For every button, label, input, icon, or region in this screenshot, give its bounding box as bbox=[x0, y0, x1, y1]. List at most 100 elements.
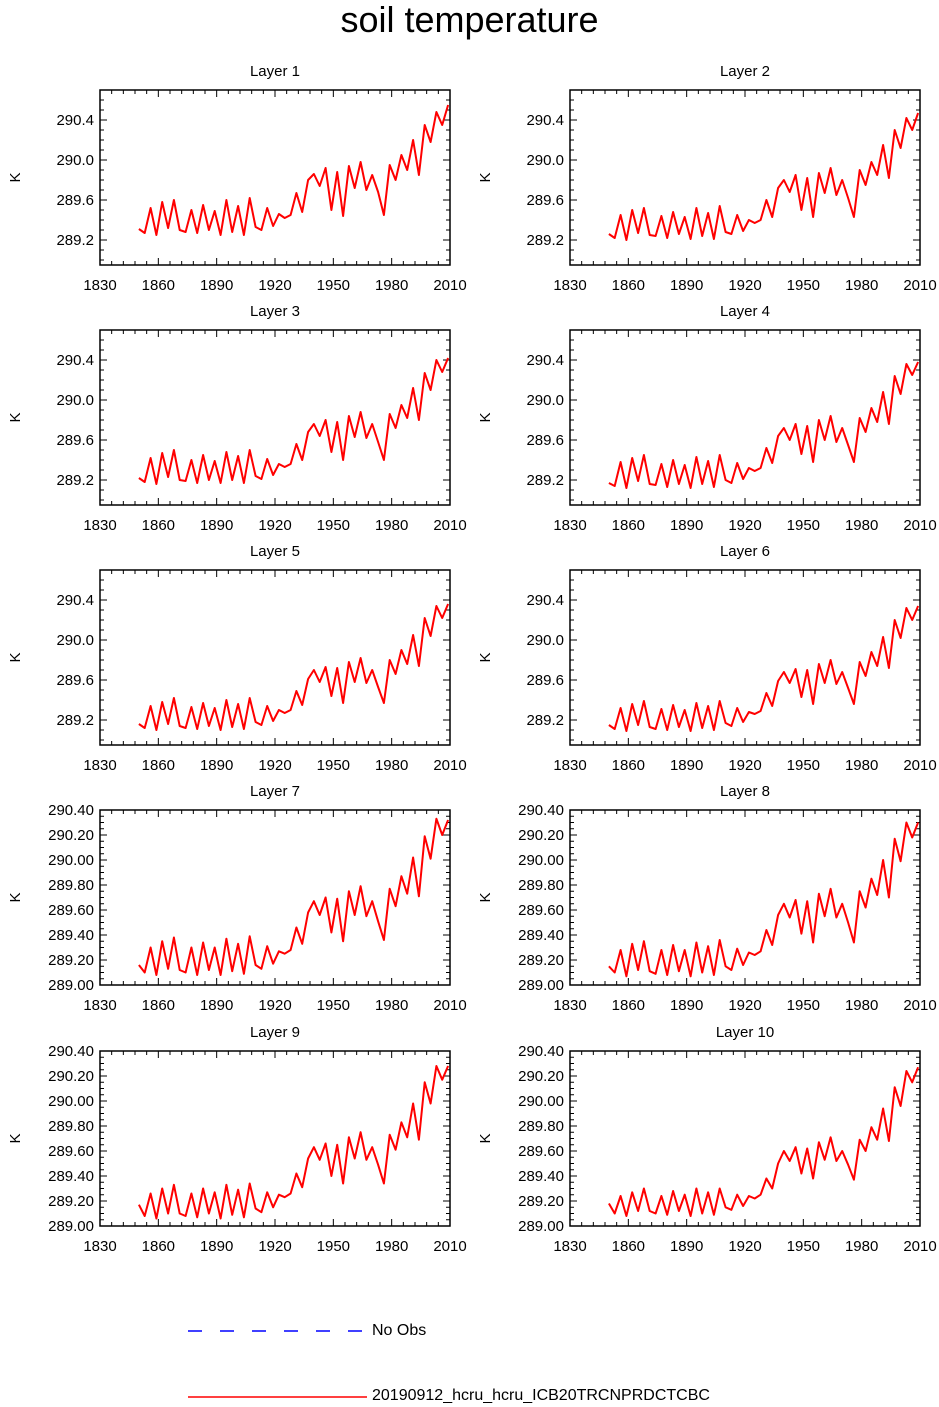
y-axis-label: K bbox=[7, 412, 24, 422]
y-tick-label: 289.00 bbox=[48, 1218, 94, 1235]
series-line bbox=[138, 104, 450, 236]
x-tick-label: 1890 bbox=[670, 1238, 703, 1255]
x-tick-label: 1950 bbox=[317, 757, 350, 774]
x-tick-label: 2010 bbox=[433, 277, 466, 294]
plot-frame bbox=[99, 89, 451, 266]
x-tick-label: 1860 bbox=[612, 757, 645, 774]
x-tick-label: 1980 bbox=[845, 997, 878, 1014]
series-line bbox=[608, 605, 920, 732]
x-tick-label: 1920 bbox=[728, 1238, 761, 1255]
x-tick-label: 1950 bbox=[317, 997, 350, 1014]
y-tick-label: 289.20 bbox=[48, 1193, 94, 1210]
y-tick-label: 290.0 bbox=[526, 392, 564, 409]
x-tick-label: 1860 bbox=[612, 1238, 645, 1255]
y-tick-label: 289.20 bbox=[48, 952, 94, 969]
x-tick-label: 1890 bbox=[670, 997, 703, 1014]
x-tick-label: 1890 bbox=[200, 517, 233, 534]
x-tick-label: 1920 bbox=[728, 757, 761, 774]
y-tick-label: 290.00 bbox=[48, 852, 94, 869]
panel-layer-3: Layer 3 K 1830 1860 1890 1920 1950 1980 2010 289.… bbox=[7, 303, 467, 534]
y-tick-label: 290.0 bbox=[56, 392, 94, 409]
y-tick-label: 289.2 bbox=[526, 712, 564, 729]
y-tick-label: 289.60 bbox=[48, 902, 94, 919]
series-line bbox=[138, 603, 450, 731]
y-tick-label: 289.20 bbox=[518, 952, 564, 969]
x-tick-label: 1950 bbox=[787, 517, 820, 534]
panel-layer-10: Layer 10 K 1830 1860 1890 1920 1950 1980 2010 289… bbox=[477, 1024, 937, 1255]
x-tick-label: 1950 bbox=[317, 277, 350, 294]
series-line bbox=[138, 817, 450, 976]
x-tick-label: 2010 bbox=[433, 1238, 466, 1255]
y-tick-label: 289.2 bbox=[526, 232, 564, 249]
x-tick-label: 1920 bbox=[258, 757, 291, 774]
x-tick-label: 1830 bbox=[83, 757, 116, 774]
x-tick-label: 1920 bbox=[728, 997, 761, 1014]
y-tick-label: 289.2 bbox=[56, 712, 94, 729]
x-tick-label: 1950 bbox=[317, 1238, 350, 1255]
x-tick-label: 1890 bbox=[200, 277, 233, 294]
y-tick-label: 290.0 bbox=[526, 152, 564, 169]
y-axis-label: K bbox=[7, 652, 24, 662]
y-tick-label: 290.40 bbox=[518, 1043, 564, 1060]
x-tick-label: 1830 bbox=[553, 997, 586, 1014]
x-tick-label: 2010 bbox=[903, 277, 936, 294]
y-tick-label: 289.40 bbox=[518, 1168, 564, 1185]
x-tick-label: 1980 bbox=[845, 517, 878, 534]
y-axis-label: K bbox=[7, 892, 24, 902]
panel-title: Layer 10 bbox=[716, 1024, 774, 1041]
y-tick-label: 290.40 bbox=[518, 802, 564, 819]
panel-layer-9: Layer 9 K 1830 1860 1890 1920 1950 1980 2010 289.… bbox=[7, 1024, 467, 1255]
y-tick-label: 289.20 bbox=[518, 1193, 564, 1210]
y-axis-label: K bbox=[477, 652, 494, 662]
x-tick-label: 1860 bbox=[612, 277, 645, 294]
x-tick-label: 1830 bbox=[553, 1238, 586, 1255]
x-tick-label: 1980 bbox=[375, 997, 408, 1014]
panel-layer-2: Layer 2 K 1830 1860 1890 1920 1950 1980 2010 289.… bbox=[477, 63, 937, 294]
panel-title: Layer 9 bbox=[250, 1024, 300, 1041]
x-tick-label: 1950 bbox=[317, 517, 350, 534]
x-tick-label: 1920 bbox=[258, 517, 291, 534]
y-tick-label: 289.40 bbox=[48, 927, 94, 944]
y-tick-label: 289.60 bbox=[518, 902, 564, 919]
y-axis-label: K bbox=[477, 1133, 494, 1143]
y-tick-label: 290.00 bbox=[518, 852, 564, 869]
y-tick-label: 290.0 bbox=[526, 632, 564, 649]
y-tick-label: 290.20 bbox=[518, 827, 564, 844]
panel-layer-8: Layer 8 K 1830 1860 1890 1920 1950 1980 2010 289.… bbox=[477, 783, 937, 1014]
chart-main-title: soil temperature bbox=[340, 0, 599, 40]
y-tick-label: 289.6 bbox=[526, 672, 564, 689]
y-tick-label: 290.00 bbox=[518, 1093, 564, 1110]
y-tick-label: 290.00 bbox=[48, 1093, 94, 1110]
y-tick-label: 289.6 bbox=[526, 192, 564, 209]
panel-title: Layer 5 bbox=[250, 543, 300, 560]
x-tick-label: 1920 bbox=[258, 1238, 291, 1255]
x-tick-label: 1830 bbox=[83, 517, 116, 534]
series-line bbox=[608, 112, 920, 241]
y-tick-label: 289.60 bbox=[518, 1143, 564, 1160]
series-line bbox=[608, 821, 920, 978]
x-tick-label: 1980 bbox=[845, 757, 878, 774]
x-tick-label: 1890 bbox=[200, 1238, 233, 1255]
panel-title: Layer 2 bbox=[720, 63, 770, 80]
panel-layer-7: Layer 7 K 1830 1860 1890 1920 1950 1980 2010 289.… bbox=[7, 783, 467, 1014]
panel-layer-1: Layer 1 K 1830 1860 1890 1920 1950 1980 2010 289.… bbox=[7, 63, 467, 294]
x-tick-label: 1830 bbox=[83, 997, 116, 1014]
x-tick-label: 2010 bbox=[433, 997, 466, 1014]
y-tick-label: 290.4 bbox=[56, 112, 94, 129]
x-tick-label: 1980 bbox=[845, 1238, 878, 1255]
series-line bbox=[138, 1065, 450, 1220]
panel-title: Layer 8 bbox=[720, 783, 770, 800]
y-tick-label: 290.4 bbox=[56, 352, 94, 369]
panel-layer-5: Layer 5 K 1830 1860 1890 1920 1950 1980 2010 289.… bbox=[7, 543, 467, 774]
y-tick-label: 290.40 bbox=[48, 1043, 94, 1060]
y-tick-label: 289.00 bbox=[518, 1218, 564, 1235]
y-axis-label: K bbox=[7, 172, 24, 182]
x-tick-label: 1950 bbox=[787, 277, 820, 294]
x-tick-label: 1890 bbox=[200, 997, 233, 1014]
x-tick-label: 1890 bbox=[670, 517, 703, 534]
series-line bbox=[608, 361, 920, 489]
x-tick-label: 1860 bbox=[612, 517, 645, 534]
x-tick-label: 2010 bbox=[433, 757, 466, 774]
x-tick-label: 1980 bbox=[375, 757, 408, 774]
